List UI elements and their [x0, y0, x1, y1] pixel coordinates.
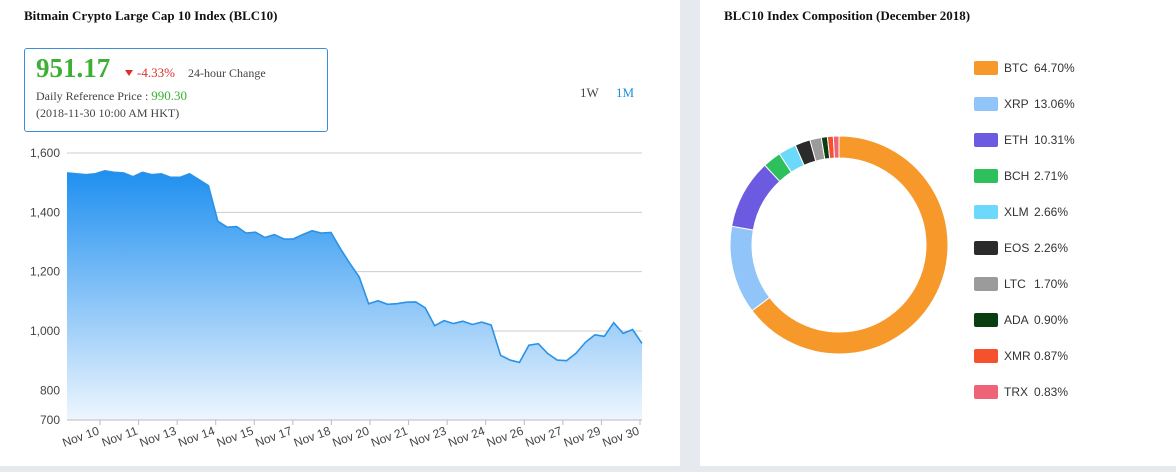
x-tick-label: Nov 15: [215, 424, 256, 450]
y-tick-label: 1,000: [30, 324, 60, 338]
x-tick-label: Nov 21: [369, 424, 410, 450]
range-1w-button[interactable]: 1W: [580, 85, 599, 100]
donut-slice-xrp[interactable]: [729, 225, 771, 312]
x-tick-label: Nov 27: [523, 424, 564, 450]
legend-swatch: [974, 169, 998, 183]
legend-label: ETH: [1004, 133, 1028, 147]
legend-swatch: [974, 349, 998, 363]
x-tick-label: Nov 26: [485, 424, 526, 450]
x-tick-label: Nov 10: [61, 424, 102, 450]
index-chart-title: Bitmain Crypto Large Cap 10 Index (BLC10…: [24, 8, 278, 23]
legend-value: 2.66%: [1034, 205, 1069, 219]
reference-price-label: Daily Reference Price :: [36, 89, 149, 103]
legend-swatch: [974, 241, 998, 255]
change-percent: -4.33%: [137, 65, 175, 80]
change-label: 24-hour Change: [188, 66, 266, 80]
legend-value: 0.87%: [1034, 349, 1069, 363]
index-area: [67, 170, 642, 420]
x-tick-label: Nov 18: [292, 424, 333, 450]
donut-slice-eth[interactable]: [731, 164, 781, 231]
legend-swatch: [974, 277, 998, 291]
reference-price-line: Daily Reference Price : 990.30: [36, 88, 187, 104]
legend-label: ADA: [1004, 313, 1029, 327]
legend-value: 64.70%: [1034, 61, 1075, 75]
legend-label: XLM: [1004, 205, 1029, 219]
legend-label: BTC: [1004, 61, 1028, 75]
price-summary-box: 951.17 -4.33% 24-hour Change Daily Refer…: [24, 48, 328, 132]
legend-label: XRP: [1004, 97, 1029, 111]
legend-value: 13.06%: [1034, 97, 1075, 111]
y-tick-label: 1,400: [30, 205, 60, 219]
x-tick-label: Nov 13: [138, 424, 179, 450]
x-tick-label: Nov 29: [562, 424, 603, 450]
legend-value: 2.71%: [1034, 169, 1069, 183]
composition-donut-chart: [729, 135, 949, 355]
index-chart-panel: Bitmain Crypto Large Cap 10 Index (BLC10…: [0, 0, 680, 466]
donut-slice-trx[interactable]: [832, 135, 840, 159]
x-tick-label: Nov 23: [408, 424, 449, 450]
x-tick-label: Nov 11: [100, 424, 140, 450]
reference-price-value: 990.30: [151, 88, 188, 103]
legend-value: 10.31%: [1034, 133, 1075, 147]
legend-label: TRX: [1004, 385, 1028, 399]
legend-swatch: [974, 385, 998, 399]
x-tick-label: Nov 30: [601, 424, 642, 450]
y-tick-label: 1,600: [30, 146, 60, 160]
price-timestamp: (2018-11-30 10:00 AM HKT): [36, 106, 180, 120]
legend-value: 0.83%: [1034, 385, 1069, 399]
range-1m-button[interactable]: 1M: [616, 85, 635, 100]
legend-swatch: [974, 61, 998, 75]
donut-slice-btc[interactable]: [751, 135, 949, 355]
legend-value: 1.70%: [1034, 277, 1069, 291]
legend-label: XMR: [1004, 349, 1031, 363]
legend-value: 2.26%: [1034, 241, 1069, 255]
legend-swatch: [974, 205, 998, 219]
y-tick-label: 700: [40, 413, 60, 427]
x-tick-label: Nov 24: [446, 424, 487, 450]
legend-label: BCH: [1004, 169, 1030, 183]
composition-panel: BLC10 Index Composition (December 2018) …: [700, 0, 1176, 466]
legend-swatch: [974, 97, 998, 111]
y-tick-label: 800: [40, 383, 60, 397]
legend-label: LTC: [1004, 277, 1026, 291]
down-arrow-icon: [125, 70, 133, 76]
legend-swatch: [974, 133, 998, 147]
x-tick-label: Nov 14: [176, 424, 217, 450]
legend-label: EOS: [1004, 241, 1030, 255]
legend-value: 0.90%: [1034, 313, 1069, 327]
legend-swatch: [974, 313, 998, 327]
x-tick-label: Nov 20: [331, 424, 372, 450]
y-tick-label: 1,200: [30, 265, 60, 279]
index-line: [66, 169, 643, 364]
current-price: 951.17: [36, 53, 111, 83]
composition-title: BLC10 Index Composition (December 2018): [724, 8, 971, 23]
x-tick-label: Nov 17: [253, 424, 294, 450]
